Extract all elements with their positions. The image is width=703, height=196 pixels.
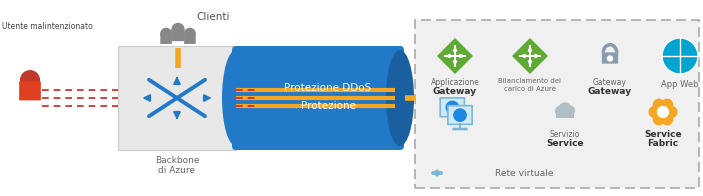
Text: Clienti: Clienti	[196, 12, 229, 22]
Circle shape	[661, 99, 673, 111]
Text: di Azure: di Azure	[158, 166, 195, 175]
Ellipse shape	[222, 50, 250, 146]
FancyBboxPatch shape	[415, 20, 699, 188]
Circle shape	[657, 106, 669, 118]
Text: carico di Azure: carico di Azure	[504, 86, 556, 92]
Circle shape	[436, 172, 438, 174]
Circle shape	[652, 99, 665, 111]
Text: Protezione: Protezione	[300, 101, 356, 111]
FancyBboxPatch shape	[184, 34, 195, 44]
Circle shape	[454, 109, 466, 121]
Circle shape	[440, 172, 442, 174]
Text: Fabric: Fabric	[647, 139, 678, 148]
Text: Applicazione: Applicazione	[430, 78, 479, 87]
Circle shape	[565, 106, 574, 115]
FancyBboxPatch shape	[440, 98, 465, 117]
Text: Protezione DDoS: Protezione DDoS	[285, 83, 372, 93]
FancyBboxPatch shape	[19, 81, 41, 100]
Text: Rete virtuale: Rete virtuale	[495, 170, 553, 179]
Text: Backbone: Backbone	[155, 156, 199, 165]
Circle shape	[607, 56, 612, 61]
FancyBboxPatch shape	[555, 110, 574, 118]
Circle shape	[172, 24, 184, 35]
Polygon shape	[437, 38, 473, 74]
Text: Servizio: Servizio	[550, 130, 580, 139]
Polygon shape	[432, 169, 442, 177]
Polygon shape	[512, 38, 548, 74]
Circle shape	[185, 28, 195, 39]
Text: Service: Service	[546, 139, 583, 148]
Circle shape	[161, 28, 172, 39]
Circle shape	[652, 113, 665, 125]
Text: Utente malintenzionato: Utente malintenzionato	[2, 22, 93, 31]
Circle shape	[555, 106, 565, 116]
Text: Gateway: Gateway	[433, 87, 477, 96]
FancyBboxPatch shape	[232, 46, 404, 150]
Circle shape	[662, 38, 698, 74]
Circle shape	[661, 113, 673, 125]
Text: App Web: App Web	[662, 80, 699, 89]
Circle shape	[446, 101, 458, 113]
Text: Gateway: Gateway	[588, 87, 632, 96]
Text: Service: Service	[644, 130, 682, 139]
Text: Gateway: Gateway	[593, 78, 627, 87]
FancyBboxPatch shape	[448, 106, 472, 124]
FancyBboxPatch shape	[160, 34, 172, 44]
Text: Bilanciamento del: Bilanciamento del	[498, 78, 562, 84]
Circle shape	[648, 106, 661, 118]
Circle shape	[20, 71, 39, 89]
Circle shape	[665, 106, 678, 118]
FancyBboxPatch shape	[452, 128, 467, 130]
FancyBboxPatch shape	[172, 30, 185, 41]
FancyBboxPatch shape	[602, 52, 618, 64]
Circle shape	[559, 103, 571, 115]
FancyBboxPatch shape	[118, 46, 236, 150]
Circle shape	[432, 172, 434, 174]
Ellipse shape	[386, 50, 414, 146]
